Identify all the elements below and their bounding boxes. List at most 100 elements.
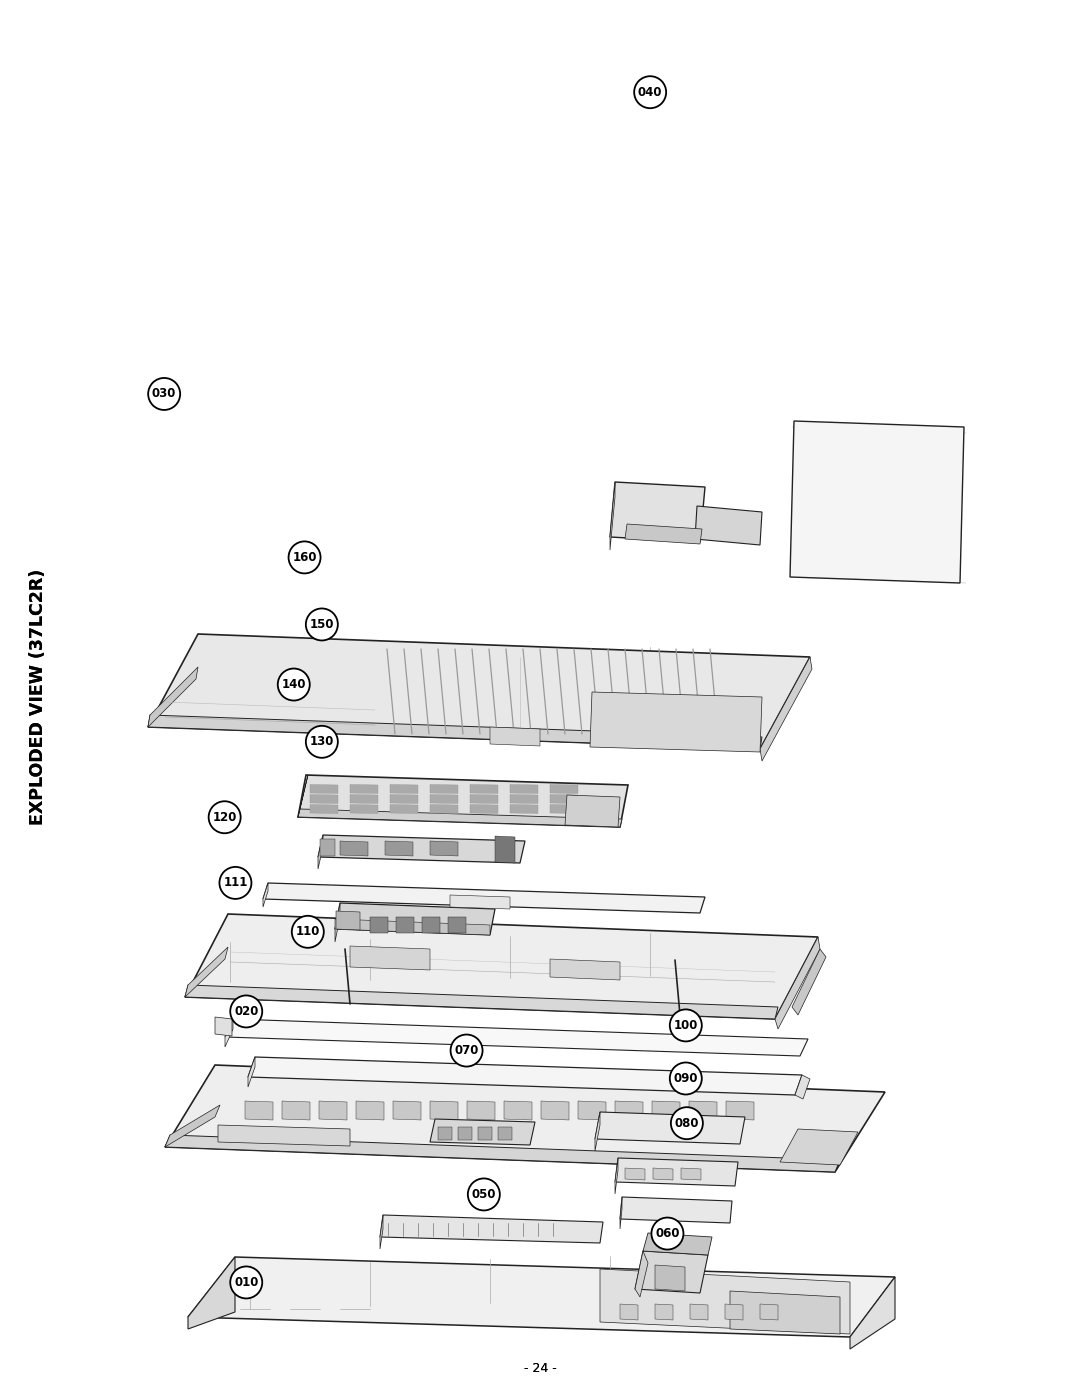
Text: 130: 130 xyxy=(310,735,334,749)
Text: 010: 010 xyxy=(234,1275,258,1289)
Polygon shape xyxy=(319,1101,347,1120)
Polygon shape xyxy=(380,1215,603,1243)
Polygon shape xyxy=(550,958,620,981)
Polygon shape xyxy=(780,1129,858,1165)
Polygon shape xyxy=(148,634,810,749)
Polygon shape xyxy=(185,914,818,1018)
Polygon shape xyxy=(467,1101,495,1120)
Polygon shape xyxy=(681,1168,701,1180)
Circle shape xyxy=(306,609,338,640)
Polygon shape xyxy=(620,1303,638,1320)
Polygon shape xyxy=(215,1017,232,1037)
Polygon shape xyxy=(504,1101,532,1120)
Polygon shape xyxy=(470,785,498,793)
Polygon shape xyxy=(335,902,340,942)
Text: 150: 150 xyxy=(310,617,334,631)
Polygon shape xyxy=(390,785,418,793)
Polygon shape xyxy=(458,1127,472,1140)
Polygon shape xyxy=(148,666,198,726)
Polygon shape xyxy=(370,916,388,933)
Polygon shape xyxy=(470,795,498,803)
Polygon shape xyxy=(510,795,538,803)
Circle shape xyxy=(306,726,338,757)
Text: EXPLODED VIEW (37LC2R): EXPLODED VIEW (37LC2R) xyxy=(29,569,48,826)
Polygon shape xyxy=(282,1101,310,1120)
Polygon shape xyxy=(565,795,620,827)
Polygon shape xyxy=(350,805,378,813)
Polygon shape xyxy=(248,1058,255,1087)
Polygon shape xyxy=(298,775,308,817)
Polygon shape xyxy=(430,1101,458,1120)
Circle shape xyxy=(230,1267,262,1298)
Polygon shape xyxy=(264,883,268,907)
Polygon shape xyxy=(430,841,458,856)
Polygon shape xyxy=(654,1303,673,1320)
Polygon shape xyxy=(615,1158,618,1194)
Polygon shape xyxy=(725,1303,743,1320)
Polygon shape xyxy=(390,805,418,813)
Polygon shape xyxy=(490,726,540,746)
Polygon shape xyxy=(726,1101,754,1120)
Polygon shape xyxy=(600,1268,850,1334)
Polygon shape xyxy=(430,795,458,803)
Polygon shape xyxy=(350,946,430,970)
Polygon shape xyxy=(595,1112,600,1151)
Polygon shape xyxy=(336,911,360,930)
Text: EXPLODED VIEW (37LC2R): EXPLODED VIEW (37LC2R) xyxy=(29,569,48,826)
Polygon shape xyxy=(298,809,622,827)
Polygon shape xyxy=(264,883,705,914)
Polygon shape xyxy=(635,1250,708,1294)
Polygon shape xyxy=(792,949,826,1016)
Polygon shape xyxy=(148,715,762,749)
Circle shape xyxy=(292,916,324,947)
Polygon shape xyxy=(318,835,323,869)
Text: 070: 070 xyxy=(455,1044,478,1058)
Polygon shape xyxy=(541,1101,569,1120)
Circle shape xyxy=(230,996,262,1027)
Polygon shape xyxy=(510,785,538,793)
Polygon shape xyxy=(652,1101,680,1120)
Polygon shape xyxy=(384,841,413,856)
Circle shape xyxy=(288,542,321,573)
Polygon shape xyxy=(185,947,228,997)
Polygon shape xyxy=(620,1197,732,1222)
Polygon shape xyxy=(795,1076,810,1099)
Polygon shape xyxy=(218,1125,350,1146)
Polygon shape xyxy=(320,840,335,856)
Polygon shape xyxy=(422,916,440,933)
Polygon shape xyxy=(470,805,498,813)
Polygon shape xyxy=(430,1119,535,1146)
Polygon shape xyxy=(610,482,705,542)
Polygon shape xyxy=(730,1291,840,1334)
Polygon shape xyxy=(438,1127,453,1140)
Polygon shape xyxy=(653,1168,673,1180)
Polygon shape xyxy=(615,1101,643,1120)
Polygon shape xyxy=(478,1127,492,1140)
Polygon shape xyxy=(760,657,812,761)
Polygon shape xyxy=(165,1134,840,1172)
Polygon shape xyxy=(789,420,964,583)
Polygon shape xyxy=(188,1257,895,1337)
Text: 080: 080 xyxy=(675,1116,699,1130)
Polygon shape xyxy=(318,835,525,863)
Circle shape xyxy=(468,1179,500,1210)
Text: 040: 040 xyxy=(638,85,662,99)
Polygon shape xyxy=(450,895,510,909)
Text: 060: 060 xyxy=(656,1227,679,1241)
Text: 111: 111 xyxy=(224,876,247,890)
Polygon shape xyxy=(775,937,820,1030)
Polygon shape xyxy=(350,785,378,793)
Polygon shape xyxy=(225,1018,233,1046)
Polygon shape xyxy=(248,1058,802,1095)
Circle shape xyxy=(634,77,666,108)
Text: 090: 090 xyxy=(674,1071,698,1085)
Polygon shape xyxy=(430,805,458,813)
Polygon shape xyxy=(430,785,458,793)
Circle shape xyxy=(208,802,241,833)
Polygon shape xyxy=(335,902,495,935)
Polygon shape xyxy=(165,1065,885,1172)
Circle shape xyxy=(671,1108,703,1139)
Text: 120: 120 xyxy=(213,810,237,824)
Polygon shape xyxy=(310,785,338,793)
Polygon shape xyxy=(696,506,762,545)
